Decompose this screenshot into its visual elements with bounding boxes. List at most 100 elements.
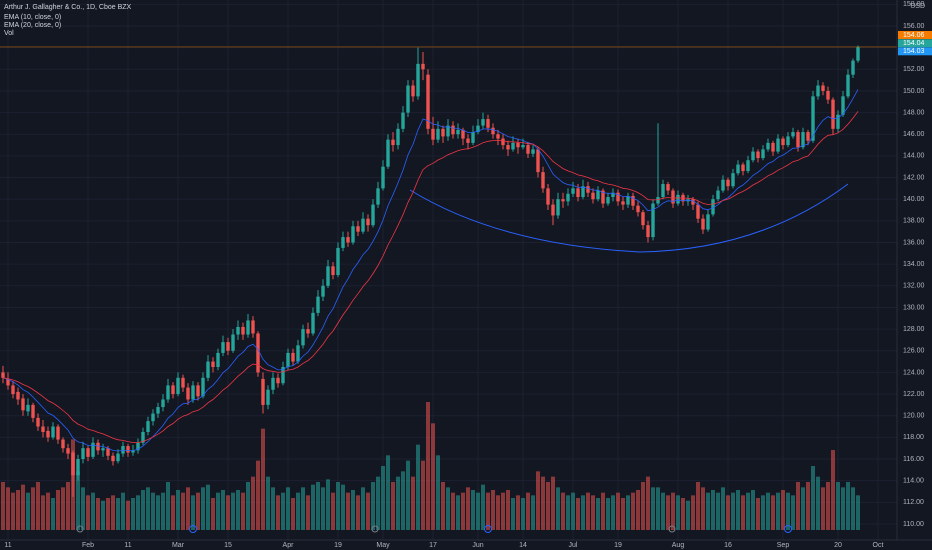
- candle-body: [221, 342, 225, 353]
- y-tick-label: 142.00: [903, 174, 925, 181]
- volume-bar: [826, 482, 830, 530]
- volume-bar: [536, 471, 540, 530]
- candle-body: [471, 132, 475, 143]
- candle-body: [541, 172, 545, 189]
- volume-bar: [431, 423, 435, 530]
- candle-body: [56, 426, 60, 440]
- candle-body: [611, 192, 615, 198]
- candle-body: [771, 142, 775, 152]
- candle-body: [286, 352, 290, 368]
- x-tick-label: 15: [224, 542, 232, 549]
- candle-body: [151, 413, 155, 422]
- volume-bar: [61, 487, 65, 530]
- candle-body: [551, 204, 555, 216]
- candle-body: [211, 361, 215, 368]
- y-tick-label: 158.00: [903, 1, 925, 8]
- volume-bar: [281, 492, 285, 530]
- indicator-label: Vol: [4, 30, 14, 37]
- candle-body: [616, 192, 620, 202]
- candle-body: [651, 203, 655, 238]
- volume-bar: [156, 495, 160, 530]
- candle-body: [621, 201, 625, 205]
- volume-bar: [56, 490, 60, 530]
- candle-body: [246, 320, 250, 335]
- y-tick-label: 156.00: [903, 23, 925, 30]
- candle-body: [391, 139, 395, 146]
- volume-bar: [186, 487, 190, 530]
- candle-body: [71, 452, 75, 476]
- candle-body: [806, 132, 810, 141]
- candle-body: [11, 385, 15, 395]
- candle-body: [606, 197, 610, 204]
- volume-bar: [106, 498, 110, 530]
- volume-bar: [656, 487, 660, 530]
- volume-bar: [616, 492, 620, 530]
- candle-body: [386, 139, 390, 167]
- y-tick-label: 138.00: [903, 218, 925, 225]
- volume-bar: [236, 490, 240, 530]
- price-tag: [898, 47, 932, 56]
- candle-body: [716, 190, 720, 200]
- candle-body: [36, 417, 40, 427]
- candle-body: [146, 421, 150, 432]
- candle-body: [86, 448, 90, 457]
- candle-body: [786, 136, 790, 146]
- candle-body: [436, 128, 440, 140]
- candle-body: [161, 399, 165, 408]
- volume-bar: [181, 492, 185, 530]
- candle-body: [176, 377, 180, 395]
- candle-body: [251, 320, 255, 334]
- volume-bar: [331, 492, 335, 530]
- volume-bar: [816, 476, 820, 530]
- candle-body: [851, 60, 855, 75]
- candle-body: [466, 138, 470, 143]
- volume-bar: [291, 498, 295, 530]
- candle-body: [401, 112, 405, 129]
- volume-bar: [506, 490, 510, 530]
- candle-body: [496, 134, 500, 139]
- x-tick-label: Mar: [172, 542, 185, 549]
- candle-body: [381, 166, 385, 189]
- candle-body: [631, 195, 635, 206]
- candle-body: [306, 329, 310, 334]
- candle-body: [41, 426, 45, 432]
- volume-bar: [606, 498, 610, 530]
- volume-bar: [451, 492, 455, 530]
- volume-bar: [541, 476, 545, 530]
- candle-body: [26, 404, 30, 412]
- volume-bar: [296, 492, 300, 530]
- volume-bar: [731, 492, 735, 530]
- volume-bar: [136, 495, 140, 530]
- chart-title: Arthur J. Gallagher & Co., 1D, Cboe BZX: [4, 4, 132, 11]
- volume-bar: [306, 495, 310, 530]
- volume-bar: [531, 495, 535, 530]
- candle-body: [6, 378, 10, 386]
- candle-body: [571, 188, 575, 194]
- volume-bar: [491, 490, 495, 530]
- price-tag-label: 154.04: [903, 40, 925, 47]
- volume-bar: [761, 495, 765, 530]
- candle-body: [166, 385, 170, 400]
- volume-bar: [276, 495, 280, 530]
- volume-bar: [171, 495, 175, 530]
- candle-body: [741, 164, 745, 172]
- volume-bar: [581, 495, 585, 530]
- volume-bar: [211, 498, 215, 530]
- volume-bar: [691, 495, 695, 530]
- candle-body: [766, 142, 770, 150]
- x-tick-label: 11: [124, 542, 131, 549]
- candle-body: [181, 377, 185, 388]
- candle-body: [481, 119, 485, 126]
- volume-bar: [771, 495, 775, 530]
- candle-body: [566, 193, 570, 202]
- candle-body: [761, 149, 765, 159]
- x-tick-label: 19: [614, 542, 622, 549]
- currency-label: USD: [910, 3, 925, 10]
- volume-bar: [96, 498, 100, 530]
- volume-bar: [121, 492, 125, 530]
- volume-bar: [111, 495, 115, 530]
- volume-bar: [206, 484, 210, 530]
- volume-bar: [131, 498, 135, 530]
- volume-bar: [396, 476, 400, 530]
